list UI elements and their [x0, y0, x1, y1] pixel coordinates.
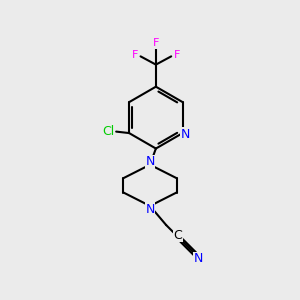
Text: N: N: [145, 203, 155, 216]
Text: N: N: [145, 155, 155, 168]
Text: N: N: [194, 252, 203, 266]
Text: F: F: [131, 50, 138, 60]
Text: N: N: [181, 128, 190, 141]
Text: C: C: [174, 229, 182, 242]
Text: F: F: [174, 50, 180, 60]
Text: Cl: Cl: [102, 125, 114, 138]
Text: F: F: [153, 38, 159, 48]
